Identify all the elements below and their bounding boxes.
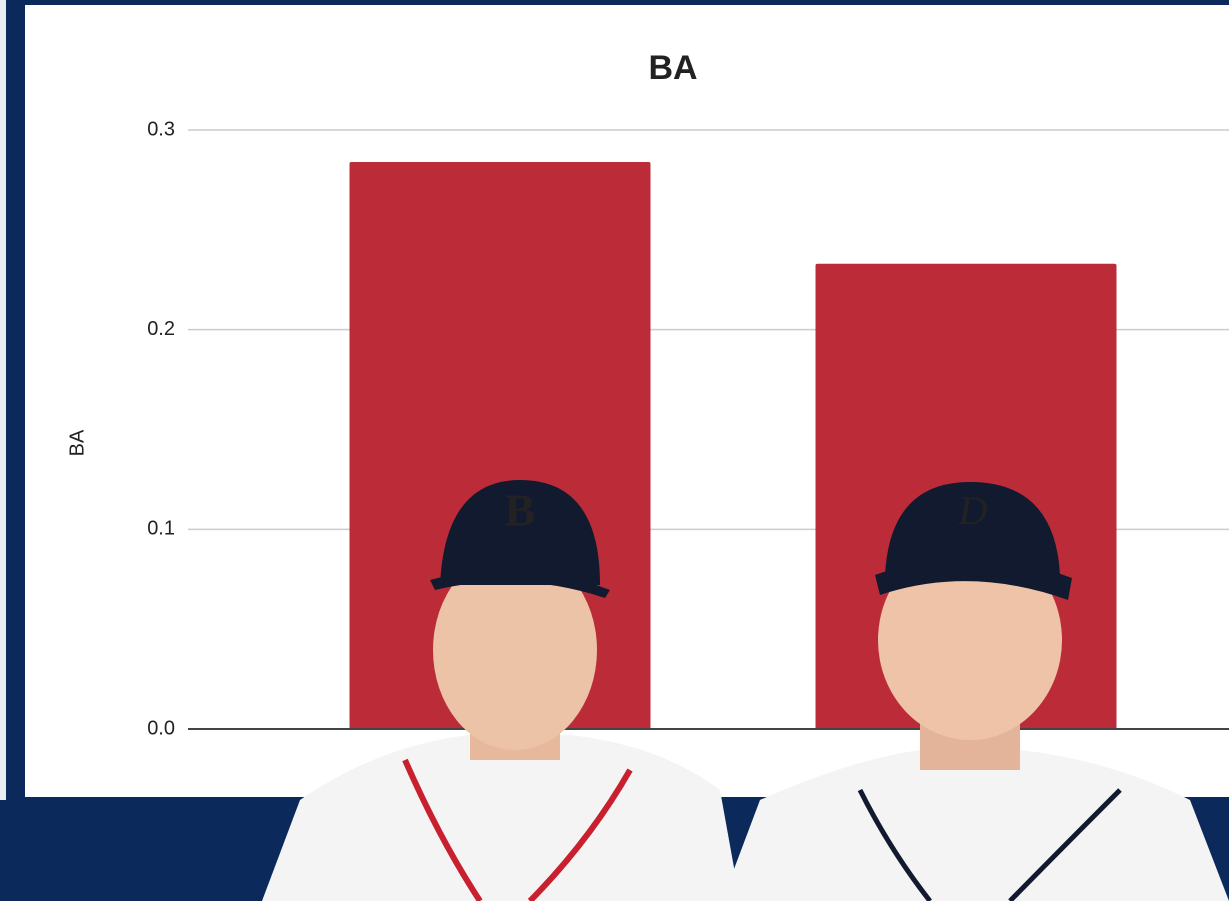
cap-brim [875, 558, 1072, 600]
face [433, 550, 597, 750]
y-tick-label: 0.0 [147, 717, 175, 739]
jersey-trim [857, 788, 1122, 901]
y-tick-label: 0.1 [147, 518, 175, 540]
cap [440, 480, 600, 585]
jersey-trim [402, 758, 633, 901]
chart-title: BA [648, 49, 697, 87]
y-axis-label: BA [66, 429, 88, 456]
jersey [262, 735, 740, 901]
cap-logo: D [958, 488, 988, 533]
cap [885, 482, 1060, 575]
left-edge [0, 0, 6, 800]
player-photos: B D [262, 480, 1229, 901]
cap-brim [430, 569, 610, 598]
face [878, 540, 1062, 740]
jersey [722, 750, 1229, 901]
cap-logo: B [505, 485, 536, 536]
y-tick-label: 0.3 [147, 118, 175, 140]
y-tick-label: 0.2 [147, 318, 175, 340]
